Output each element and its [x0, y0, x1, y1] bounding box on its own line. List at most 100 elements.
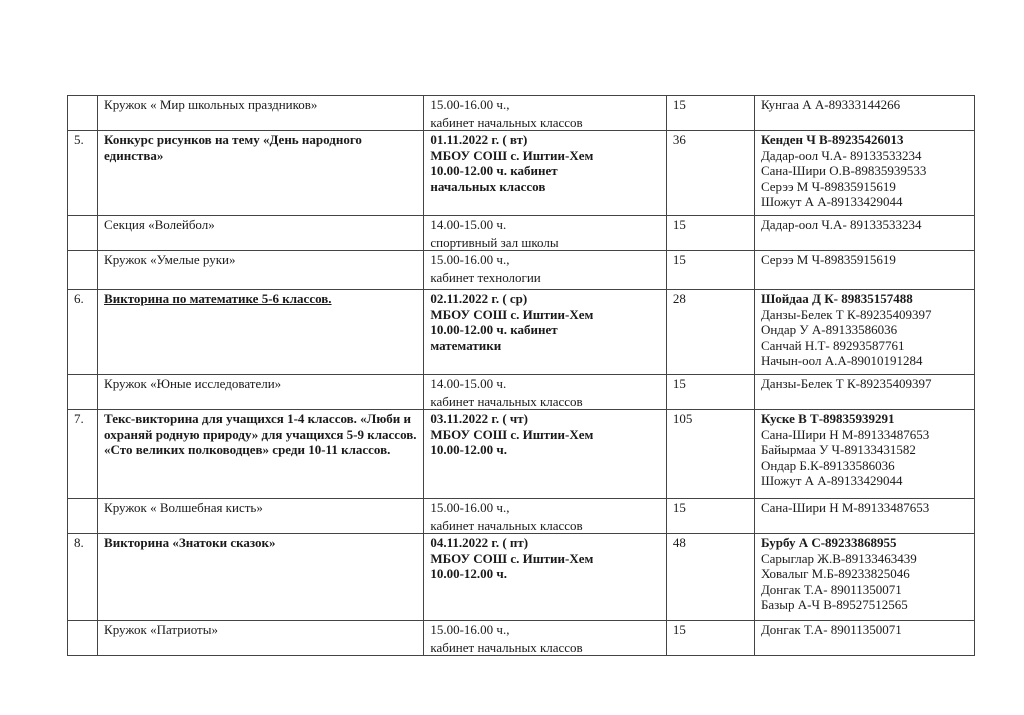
contact-line: Базыр А-Ч В-89527512565 — [760, 597, 908, 612]
event-cell: Кружок « Волшебная кисть» — [97, 498, 425, 534]
contact-line: Серээ М Ч-89835915619 — [760, 252, 896, 267]
row-number-cell: 6. — [66, 289, 99, 375]
row-number-cell: 5. — [66, 130, 99, 216]
responsible-contacts-cell: Куске В Т-89835939291 Сана-Шири Н М-89133… — [753, 409, 976, 499]
contact-line: Сарыглар Ж.В-89133463439 — [760, 550, 917, 566]
event-cell: Секция «Волейбол» — [97, 215, 425, 251]
participants-count-cell: 105 — [665, 409, 755, 499]
time-place-cell: 15.00-16.00 ч., кабинет начальных классов — [423, 620, 667, 656]
lead-contact: Шойдаа Д К- 89835157488 — [760, 291, 913, 306]
lead-contact: Кенден Ч В-89235426013 — [760, 132, 904, 147]
contact-line: Сана-Шири Н М-89133487653 — [760, 426, 930, 442]
row-number-cell — [66, 95, 99, 131]
contact-line: Начын-оол А.А-89010191284 — [760, 353, 923, 368]
time-place-line: спортивный зал школы — [430, 234, 559, 250]
time-place-line: 14.00-15.00 ч. — [430, 217, 507, 232]
responsible-contacts-cell: Серээ М Ч-89835915619 — [753, 250, 976, 290]
time-place-line: 15.00-16.00 ч., — [430, 622, 510, 637]
time-place-line: 02.11.2022 г. ( ср) — [430, 291, 528, 306]
time-place-line: 04.11.2022 г. ( пт) — [430, 535, 529, 550]
table-row: Кружок «Умелые руки» 15.00-16.00 ч., кабин… — [66, 250, 976, 290]
responsible-contacts-cell: Бурбу А С-89233868955 Сарыглар Ж.В-891334… — [753, 533, 976, 621]
responsible-contacts-cell: Данзы-Белек Т К-89235409397 — [753, 374, 976, 410]
participants-count-cell: 36 — [665, 130, 755, 216]
participants-count-cell: 15 — [665, 498, 755, 534]
time-place-cell: 03.11.2022 г. ( чт) МБОУ СОШ с. Иштии-Хем… — [423, 409, 667, 499]
contact-line: Донгак Т.А- 89011350071 — [760, 581, 902, 597]
row-number-cell — [66, 620, 99, 656]
time-place-cell: 04.11.2022 г. ( пт) МБОУ СОШ с. Иштии-Хем… — [423, 533, 667, 621]
time-place-line: кабинет начальных классов — [430, 114, 583, 130]
time-place-line: 10.00-12.00 ч. — [430, 442, 508, 457]
contact-line: Ховалыг М.Б-89233825046 — [760, 566, 910, 581]
responsible-contacts-cell: Шойдаа Д К- 89835157488 Данзы-Белек Т К-8… — [753, 289, 976, 375]
contact-line: Сана-Шири О.В-89835939533 — [760, 163, 927, 178]
contact-line: Данзы-Белек Т К-89235409397 — [760, 306, 932, 322]
contact-line: Дадар-оол Ч.А- 89133533234 — [760, 147, 922, 163]
contact-line: Кунгаа А А-89333144266 — [760, 97, 901, 112]
participants-count-cell: 15 — [665, 215, 755, 251]
contact-line: Байырмаа У Ч-89133431582 — [760, 442, 916, 457]
row-number-cell — [66, 498, 99, 534]
contact-line: Серээ М Ч-89835915619 — [760, 178, 896, 194]
participants-count-cell: 15 — [665, 374, 755, 410]
time-place-line: 01.11.2022 г. ( вт) — [430, 132, 528, 147]
contact-line: Ондар Б.К-89133586036 — [760, 457, 895, 473]
contact-line: Ондар У А-89133586036 — [760, 322, 898, 337]
event-cell: Викторина «Знатоки сказок» — [97, 533, 425, 621]
responsible-contacts-cell: Кунгаа А А-89333144266 — [753, 95, 976, 131]
time-place-cell: 15.00-16.00 ч., кабинет начальных классов — [423, 95, 667, 131]
event-cell: Викторина по математике 5-6 классов. — [97, 289, 425, 375]
row-number-cell — [66, 215, 99, 251]
table-row: 7. Текс-викторина для учащихся 1-4 классо… — [66, 409, 976, 499]
participants-count-cell: 48 — [665, 533, 755, 621]
event-cell: Кружок «Умелые руки» — [97, 250, 425, 290]
row-number-cell: 8. — [66, 533, 99, 621]
time-place-line: 14.00-15.00 ч. — [430, 376, 507, 391]
time-place-cell: 15.00-16.00 ч., кабинет технологии — [423, 250, 667, 290]
time-place-line: 10.00-12.00 ч. кабинет — [430, 163, 558, 178]
time-place-cell: 01.11.2022 г. ( вт) МБОУ СОШ с. Иштии-Хем… — [423, 130, 667, 216]
row-number-cell: 7. — [66, 409, 99, 499]
table-row: Кружок «Патриоты» 15.00-16.00 ч., кабинет … — [66, 620, 976, 656]
participants-count-cell: 15 — [665, 95, 755, 131]
contact-line: Шожут А А-89133429044 — [760, 473, 903, 488]
time-place-line: кабинет начальных классов — [430, 639, 583, 655]
responsible-contacts-cell: Сана-Шири Н М-89133487653 — [753, 498, 976, 534]
table-row: Кружок « Волшебная кисть» 15.00-16.00 ч.,… — [66, 498, 976, 534]
time-place-line: 10.00-12.00 ч. кабинет — [430, 322, 558, 337]
time-place-line: кабинет технологии — [430, 269, 541, 285]
responsible-contacts-cell: Дадар-оол Ч.А- 89133533234 — [753, 215, 976, 251]
responsible-contacts-cell: Донгак Т.А- 89011350071 — [753, 620, 976, 656]
time-place-line: МБОУ СОШ с. Иштии-Хем — [430, 426, 594, 442]
time-place-cell: 14.00-15.00 ч. спортивный зал школы — [423, 215, 667, 251]
event-cell: Кружок «Юные исследователи» — [97, 374, 425, 410]
table-row: Кружок « Мир школьных праздников» 15.00-1… — [66, 95, 976, 131]
time-place-line: 03.11.2022 г. ( чт) — [430, 411, 528, 426]
time-place-line: математики — [430, 337, 502, 353]
time-place-line: МБОУ СОШ с. Иштии-Хем — [430, 306, 594, 322]
event-cell: Кружок « Мир школьных праздников» — [97, 95, 425, 131]
table-row: Секция «Волейбол» 14.00-15.00 ч. спортивны… — [66, 215, 976, 251]
time-place-line: 15.00-16.00 ч., — [430, 500, 510, 515]
time-place-line: начальных классов — [430, 178, 546, 194]
contact-line: Данзы-Белек Т К-89235409397 — [760, 376, 932, 391]
lead-contact: Бурбу А С-89233868955 — [760, 535, 897, 550]
lead-contact: Куске В Т-89835939291 — [760, 411, 895, 426]
time-place-cell: 02.11.2022 г. ( ср) МБОУ СОШ с. Иштии-Хем… — [423, 289, 667, 375]
contact-line: Дадар-оол Ч.А- 89133533234 — [760, 217, 922, 232]
contact-line: Донгак Т.А- 89011350071 — [760, 622, 902, 637]
time-place-line: МБОУ СОШ с. Иштии-Хем — [430, 550, 594, 566]
schedule-table: Кружок « Мир школьных праздников» 15.00-1… — [66, 95, 976, 656]
contact-line: Санчай Н.Т- 89293587761 — [760, 337, 905, 353]
time-place-cell: 14.00-15.00 ч. кабинет начальных классов — [423, 374, 667, 410]
table-row: 8. Викторина «Знатоки сказок» 04.11.2022 г… — [66, 533, 976, 621]
time-place-line: 15.00-16.00 ч., — [430, 97, 510, 112]
table-row: 6. Викторина по математике 5-6 классов. 02… — [66, 289, 976, 375]
time-place-line: кабинет начальных классов — [430, 393, 583, 409]
responsible-contacts-cell: Кенден Ч В-89235426013 Дадар-оол Ч.А- 891… — [753, 130, 976, 216]
table-row: 5. Конкурс рисунков на тему «День народно… — [66, 130, 976, 216]
time-place-cell: 15.00-16.00 ч., кабинет начальных классов — [423, 498, 667, 534]
contact-line: Сана-Шири Н М-89133487653 — [760, 500, 930, 515]
participants-count-cell: 15 — [665, 620, 755, 656]
